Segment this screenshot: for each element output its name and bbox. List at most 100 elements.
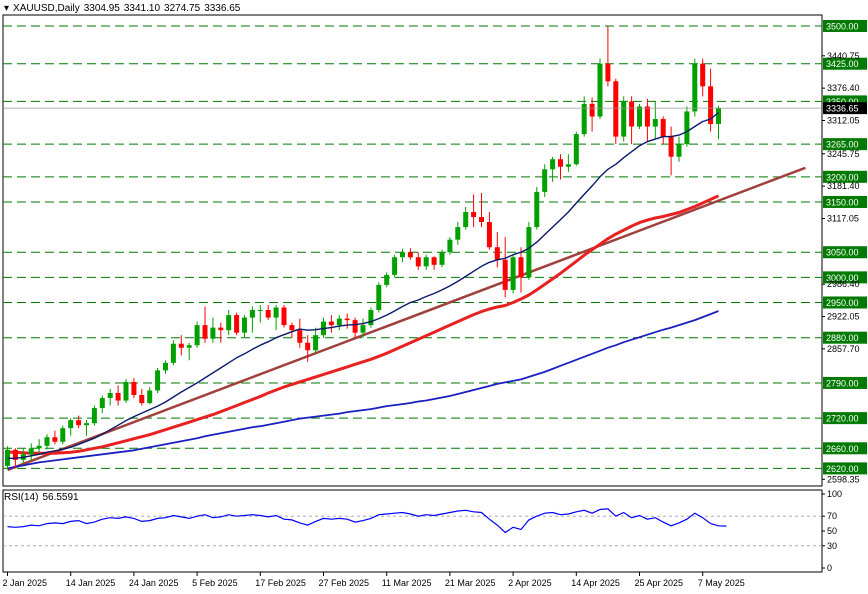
candle bbox=[313, 327, 319, 354]
candle-body bbox=[652, 119, 658, 127]
candle-body bbox=[249, 310, 255, 318]
candle-body bbox=[479, 217, 484, 223]
candle bbox=[178, 335, 184, 356]
candle bbox=[321, 317, 326, 338]
candle bbox=[60, 425, 66, 445]
candle bbox=[139, 388, 145, 406]
level-label: 3350.00 bbox=[826, 97, 859, 107]
candle-body bbox=[60, 428, 66, 442]
level-tag bbox=[823, 412, 867, 425]
candle-body bbox=[186, 345, 192, 348]
candle-body bbox=[155, 370, 161, 391]
chart-menu-icon[interactable]: ▾ bbox=[4, 3, 10, 14]
candle-body bbox=[131, 381, 137, 396]
candle bbox=[621, 96, 627, 142]
candle bbox=[479, 192, 484, 228]
level-label: 2660.00 bbox=[826, 444, 859, 454]
candle bbox=[107, 388, 113, 406]
candle-body bbox=[581, 103, 587, 135]
x-tick-label: 24 Jan 2025 bbox=[129, 578, 179, 588]
candle-body bbox=[163, 362, 168, 371]
candle-body bbox=[328, 321, 334, 326]
candle bbox=[637, 103, 642, 130]
candle-body bbox=[573, 134, 579, 165]
candle-body bbox=[297, 330, 303, 343]
candle bbox=[20, 448, 26, 464]
candle bbox=[242, 315, 247, 338]
candle bbox=[328, 315, 334, 333]
ma-mid-line bbox=[7, 194, 720, 455]
candle bbox=[352, 317, 358, 338]
level-label: 2880.00 bbox=[826, 333, 859, 343]
candle bbox=[447, 237, 453, 255]
candle bbox=[400, 248, 405, 263]
y-tick-label: 2986.40 bbox=[827, 279, 860, 289]
candle bbox=[676, 136, 682, 162]
candle-body bbox=[447, 239, 453, 253]
low-value: 3274.75 bbox=[164, 3, 201, 14]
open-value: 3304.95 bbox=[83, 3, 120, 14]
candle bbox=[68, 418, 74, 436]
candle-body bbox=[344, 318, 350, 321]
candle bbox=[5, 446, 10, 469]
candle bbox=[123, 378, 129, 404]
x-tick-label: 2 Jan 2025 bbox=[3, 578, 48, 588]
candle-body bbox=[360, 325, 366, 333]
candle bbox=[273, 305, 279, 331]
candle bbox=[202, 306, 208, 343]
candle-body bbox=[518, 257, 524, 278]
candle-body bbox=[463, 212, 469, 228]
candle-body bbox=[68, 420, 74, 429]
symbol-label: XAUUSD,Daily bbox=[13, 3, 80, 14]
rsi-label: RSI(14) bbox=[4, 492, 39, 503]
candle-body bbox=[637, 106, 642, 127]
rsi-header: RSI(14) 56.5591 bbox=[4, 492, 83, 503]
candle-body bbox=[44, 437, 50, 446]
current-price-tag bbox=[823, 102, 867, 115]
candle-body bbox=[210, 327, 216, 339]
candle-body bbox=[668, 136, 674, 157]
candle bbox=[392, 254, 398, 278]
candle bbox=[91, 405, 97, 426]
candle bbox=[502, 237, 508, 298]
candle-body bbox=[502, 259, 508, 290]
level-label: 3200.00 bbox=[826, 172, 859, 182]
candle bbox=[486, 212, 492, 250]
y-tick-label: 2598.35 bbox=[827, 474, 860, 484]
candle bbox=[336, 315, 342, 331]
candle bbox=[249, 306, 255, 333]
candle bbox=[28, 443, 34, 461]
candle-body bbox=[273, 307, 279, 318]
candle bbox=[289, 322, 295, 338]
candle-body bbox=[384, 274, 390, 285]
level-label: 2790.00 bbox=[826, 378, 859, 388]
candle-body bbox=[550, 159, 556, 170]
candle bbox=[344, 313, 350, 329]
candle bbox=[218, 322, 224, 343]
candle-body bbox=[289, 325, 295, 331]
candle bbox=[652, 101, 658, 140]
candle bbox=[384, 272, 390, 288]
level-tag bbox=[823, 57, 867, 70]
candle-body bbox=[242, 317, 247, 333]
x-tick-label: 21 Mar 2025 bbox=[445, 578, 496, 588]
candle bbox=[44, 434, 50, 450]
candle bbox=[565, 154, 571, 172]
candle bbox=[415, 252, 421, 270]
rsi-y-tick-label: 100 bbox=[827, 489, 842, 499]
level-tag bbox=[823, 170, 867, 183]
x-tick-label: 27 Feb 2025 bbox=[319, 578, 370, 588]
candle bbox=[226, 310, 232, 336]
candle-body bbox=[170, 343, 176, 363]
level-label: 2720.00 bbox=[826, 414, 859, 424]
x-tick-label: 17 Feb 2025 bbox=[255, 578, 306, 588]
trendline bbox=[7, 166, 806, 472]
candle bbox=[407, 248, 413, 260]
level-tag bbox=[823, 271, 867, 284]
candle-body bbox=[589, 103, 595, 117]
candle-body bbox=[115, 392, 121, 401]
candle-body bbox=[542, 169, 548, 192]
candle bbox=[439, 249, 445, 268]
candle bbox=[494, 232, 500, 268]
